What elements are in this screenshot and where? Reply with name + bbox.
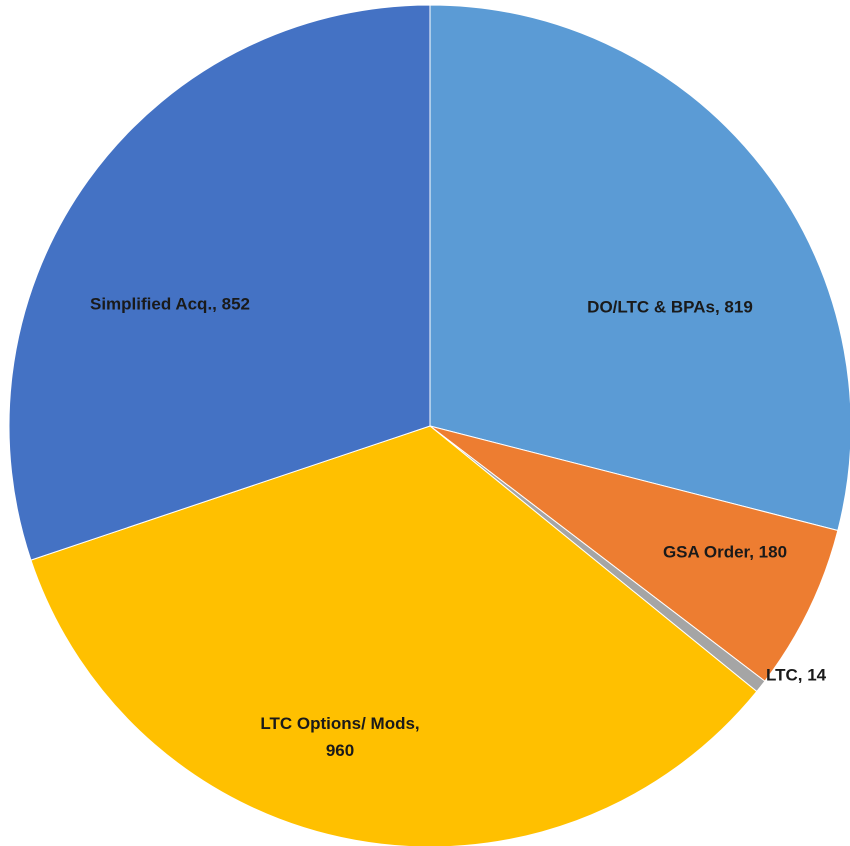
data-label: Simplified Acq., 852	[90, 294, 250, 313]
data-label: LTC, 14	[766, 665, 827, 684]
pie-slice	[8, 4, 431, 561]
pie-slice	[429, 425, 839, 682]
data-label: DO/LTC & BPAs, 819	[587, 297, 753, 316]
data-label-line: LTC Options/ Mods,	[260, 714, 419, 733]
pie-slice	[429, 4, 850, 532]
pie-slice	[30, 425, 758, 846]
data-label: GSA Order, 180	[663, 542, 787, 561]
data-label-line: 960	[326, 741, 354, 760]
data-label: LTC Options/ Mods, 960	[260, 714, 419, 760]
